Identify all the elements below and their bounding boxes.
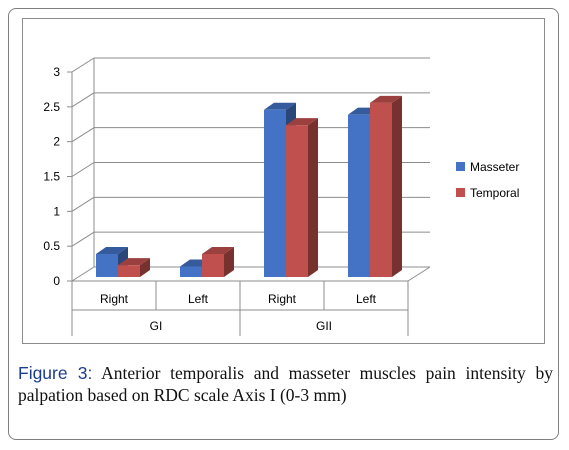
bar-top-temporal [370,95,402,103]
category-label: Right [268,292,297,306]
bar-masseter [348,114,370,277]
gridline-depth [71,266,95,282]
bar-temporal [370,102,392,277]
bar-chart: 0 0.5 1 1.5 2 2.5 3 Right Left Right Left GI GII Ma… [43,57,519,336]
y-tick-label: 3 [53,65,60,79]
bar-side-temporal [392,95,402,277]
bar-top-masseter [96,247,128,255]
figure-label: Figure 3: [18,363,93,383]
bar-side-temporal [308,118,318,277]
legend-swatch-masseter [456,162,465,171]
gridline-depth [71,162,95,177]
gridline-depth [71,57,95,73]
bar-temporal [286,125,308,277]
figure-caption-text: Anterior temporalis and masseter muscles… [18,363,553,405]
category-label: Left [188,292,209,306]
bar-top-temporal [286,118,318,126]
y-tick-labels: 0 0.5 1 1.5 2 2.5 3 [43,65,60,288]
y-tick-label: 0.5 [43,239,60,253]
y-tick-label: 2 [53,135,60,149]
category-label: Right [100,292,129,306]
bar-top-temporal [202,247,234,255]
bar-top-temporal [118,258,150,266]
gridline-depth [71,196,95,212]
bar-masseter [96,254,118,277]
legend-label-masseter: Masseter [470,160,519,174]
floor-edge [407,266,431,282]
legend-swatch-temporal [456,188,465,197]
bar-top-masseter [264,102,296,110]
group-label: GII [316,319,332,333]
bar-side-temporal [224,247,234,277]
y-tick-label: 0 [53,274,60,288]
gridline-depth [71,92,95,108]
y-tick-label: 2.5 [43,100,60,114]
axes [67,58,431,336]
category-label: Left [356,292,377,306]
bar-masseter [180,266,202,277]
gridline-depth [71,127,95,143]
y-tick-label: 1.5 [43,170,60,184]
bar-temporal [202,254,224,277]
bars [96,95,402,277]
bar-masseter [264,109,286,277]
y-tick-label: 1 [53,204,60,218]
legend: Masseter Temporal [456,160,519,200]
gridline-depth [71,231,95,247]
figure-caption: Figure 3: Anterior temporalis and masset… [18,362,553,406]
legend-label-temporal: Temporal [470,186,519,200]
bar-temporal [118,265,140,277]
bar-side-temporal [140,258,150,277]
group-label: GI [150,319,163,333]
category-labels: Right Left Right Left GI GII [100,292,377,333]
